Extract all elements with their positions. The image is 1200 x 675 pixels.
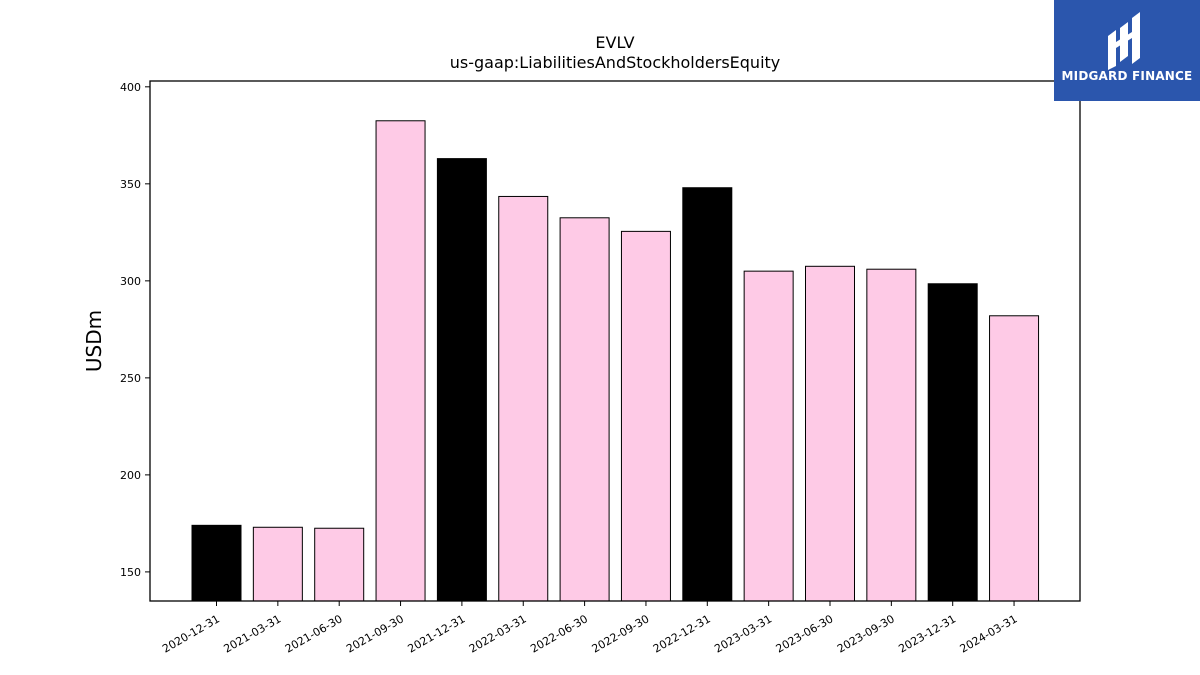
x-tick-label: 2021-12-31 [406,612,468,655]
bar-2021-09-30 [375,120,426,602]
bar-2021-03-31 [252,526,303,602]
y-tick-label: 250 [120,372,141,385]
y-tick-label: 300 [120,275,141,288]
bar-2022-03-31 [498,195,549,602]
bar-2020-12-31 [191,524,242,602]
x-tick-label: 2022-06-30 [528,612,590,655]
x-tick-label: 2023-09-30 [835,612,897,655]
x-tick-label: 2022-12-31 [651,612,713,655]
x-tick-label: 2022-03-31 [467,612,529,655]
x-tick-label: 2021-09-30 [344,612,406,655]
brand-name: MIDGARD FINANCE [1061,69,1193,83]
chart-subtitle: us-gaap:LiabilitiesAndStockholdersEquity [450,53,781,72]
x-tick-label: 2023-06-30 [774,612,836,655]
bar-2024-03-31 [989,315,1040,602]
x-tick-label: 2023-03-31 [712,612,774,655]
bar-2022-06-30 [559,217,610,602]
bar-2022-09-30 [620,230,671,602]
bar-2023-06-30 [805,265,855,602]
y-tick-label: 350 [120,178,141,191]
x-tick-label: 2023-12-31 [896,612,958,655]
y-tick-label: 150 [120,566,141,579]
x-tick-label: 2024-03-31 [958,612,1020,655]
y-tick-label: 400 [120,81,141,94]
x-tick-label: 2021-03-31 [221,612,283,655]
bar-2023-03-31 [743,270,794,602]
x-tick-label: 2020-12-31 [160,612,222,655]
bar-2021-06-30 [314,527,365,602]
bar-2021-12-31 [436,158,487,602]
bar-2023-12-31 [927,283,978,602]
x-tick-label: 2022-09-30 [590,612,652,655]
midgard-logo-icon [1108,12,1140,70]
bar-2023-09-30 [866,268,917,602]
y-axis-label: USDm [82,310,106,372]
plot-frame [149,80,1081,602]
brand-logo: MIDGARD FINANCE [1054,0,1200,101]
y-tick-label: 200 [120,469,141,482]
chart-title: EVLV [595,33,634,52]
bar-2022-12-31 [682,187,733,602]
x-tick-label: 2021-06-30 [283,612,345,655]
